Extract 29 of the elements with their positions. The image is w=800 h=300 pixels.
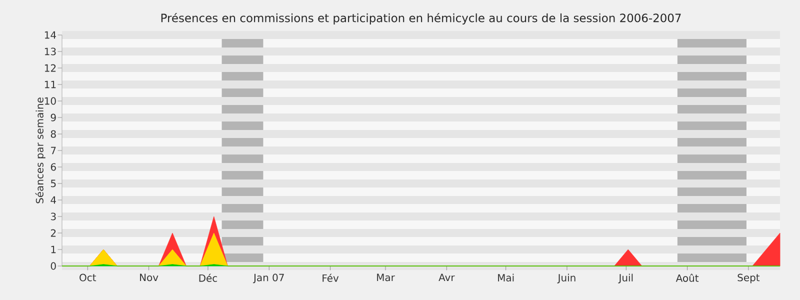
x-tick-label: Sept (738, 274, 760, 284)
x-tick-label: Juil (618, 274, 633, 284)
y-tick-label: 7 (51, 146, 56, 154)
y-tick-label: 12 (44, 64, 56, 72)
y-tick-label: 8 (50, 130, 56, 138)
x-tick-label: Nov (140, 274, 158, 282)
x-tick-label: Fév (322, 274, 339, 282)
y-tick-label: 10 (44, 97, 56, 105)
x-tick-label: Jan 07 (253, 274, 284, 284)
x-tick-label: Oct (80, 274, 96, 282)
y-axis-title: Séances par semaine (35, 98, 46, 204)
y-tick-label: 13 (44, 48, 56, 56)
y-tick-label: 6 (50, 163, 56, 171)
y-tick-label: 4 (50, 196, 56, 204)
y-tick-label: 2 (50, 229, 56, 237)
y-tick-label: 0 (50, 262, 56, 270)
y-tick-label: 1 (51, 246, 56, 254)
y-tick-label: 3 (50, 212, 56, 220)
y-tick-label: 9 (50, 114, 56, 122)
y-tick-label: 11 (44, 80, 56, 88)
y-tick-label: 5 (50, 180, 56, 188)
x-tick-label: Mar (377, 274, 395, 282)
x-tick-label: Mai (498, 274, 514, 282)
chart-title: Présences en commissions et participation en hémicycle au cours de la session 2006-2007 (161, 12, 681, 24)
x-tick-label: Avr (438, 274, 455, 282)
x-tick-label: Déc (199, 274, 217, 282)
x-tick-label: Août (676, 274, 699, 282)
y-tick-label: 14 (44, 31, 56, 39)
x-tick-label: Juin (557, 274, 576, 284)
